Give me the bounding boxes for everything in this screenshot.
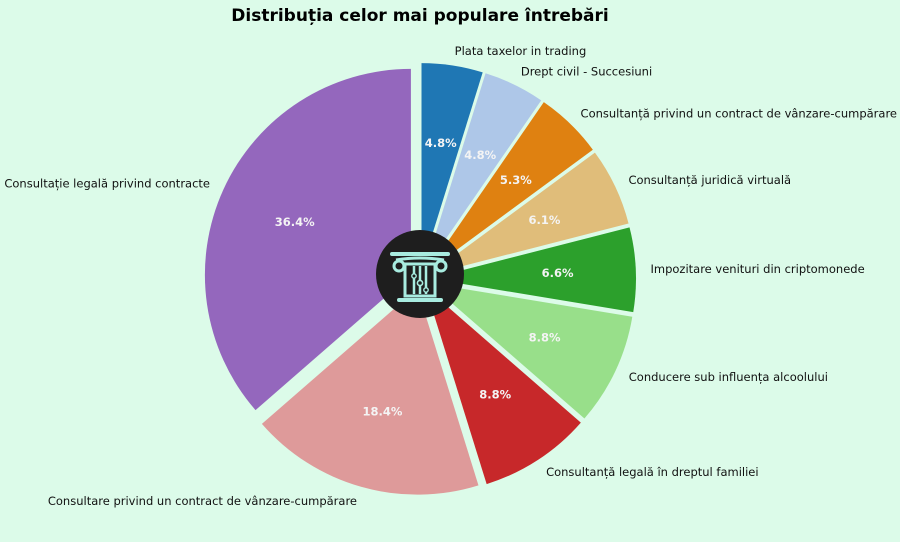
slice-category-label: Consultanță juridică virtuală bbox=[628, 173, 791, 187]
pie-slice bbox=[204, 68, 411, 411]
chart-title: Distribuția celor mai populare întrebări bbox=[231, 6, 609, 26]
pie-slice bbox=[424, 73, 542, 271]
slice-percent-label: 8.8% bbox=[479, 387, 511, 401]
pie-slice bbox=[429, 152, 629, 275]
slice-category-label: Conducere sub influența alcoolului bbox=[629, 370, 828, 384]
slice-category-label: Plata taxelor in trading bbox=[455, 44, 587, 58]
pie-slice bbox=[261, 288, 479, 495]
slice-percent-label: 18.4% bbox=[362, 404, 402, 418]
pie-slice bbox=[429, 227, 636, 313]
slice-category-label: Consultanță privind un contract de vânza… bbox=[581, 106, 897, 120]
slice-percent-label: 5.3% bbox=[500, 173, 532, 187]
pie-slice bbox=[421, 63, 483, 270]
pie-slice bbox=[429, 283, 633, 419]
slice-percent-label: 4.8% bbox=[425, 136, 457, 150]
pie-slice bbox=[425, 287, 581, 485]
slice-category-label: Consultație legală privind contracte bbox=[4, 176, 210, 190]
slice-category-label: Consultare privind un contract de vânzar… bbox=[48, 494, 357, 508]
slice-category-label: Drept civil - Succesiuni bbox=[521, 64, 652, 78]
slice-percent-label: 36.4% bbox=[275, 215, 315, 229]
slice-percent-label: 6.1% bbox=[528, 213, 560, 227]
slice-percent-label: 8.8% bbox=[529, 331, 561, 345]
slice-percent-label: 4.8% bbox=[464, 148, 496, 162]
slice-category-label: Consultanță legală în dreptul familiei bbox=[546, 465, 759, 479]
slice-percent-label: 6.6% bbox=[542, 266, 574, 280]
slice-category-label: Impozitare venituri din criptomonede bbox=[650, 262, 864, 276]
greek-column-logo-icon bbox=[376, 230, 464, 318]
pie-slice bbox=[426, 102, 593, 272]
